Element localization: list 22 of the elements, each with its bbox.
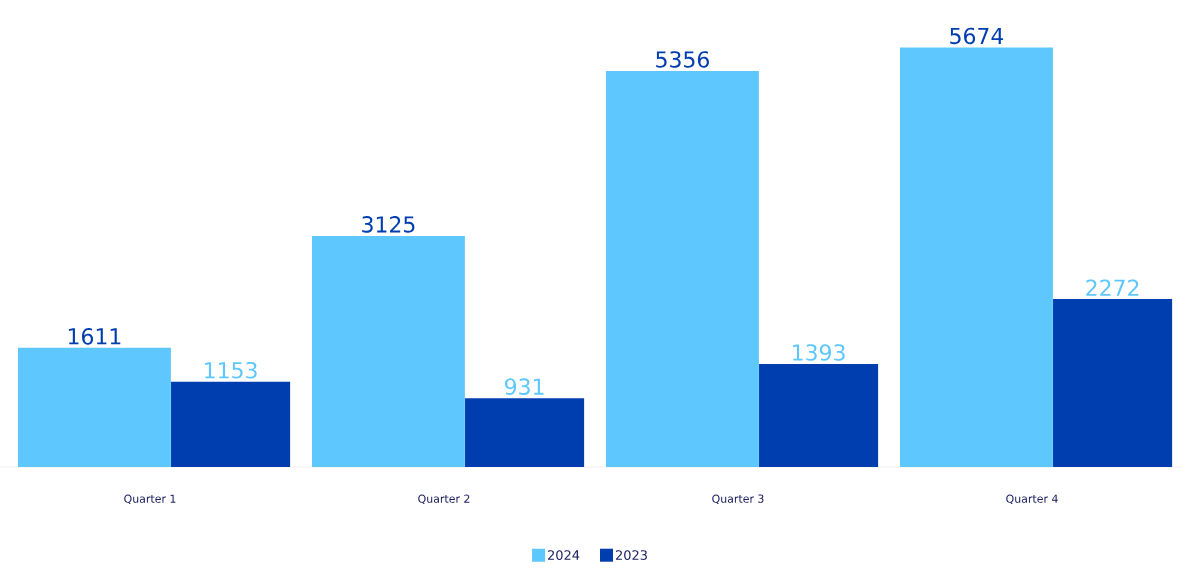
x-tick-label: Quarter 1 xyxy=(124,494,176,505)
legend-label: 2024 xyxy=(548,550,580,560)
data-label: 2272 xyxy=(1086,279,1139,296)
data-label: 931 xyxy=(505,378,544,395)
bar xyxy=(1053,298,1173,467)
bar xyxy=(759,363,879,467)
x-tick-label: Quarter 3 xyxy=(712,494,764,505)
bar xyxy=(18,347,171,467)
data-label: 1393 xyxy=(793,344,845,361)
bar xyxy=(171,381,291,467)
x-tick-label: Quarter 4 xyxy=(1006,494,1058,505)
data-label: 5356 xyxy=(656,51,709,68)
data-label: 1611 xyxy=(68,328,121,345)
bar xyxy=(465,398,585,467)
bar xyxy=(312,235,465,467)
data-label: 5674 xyxy=(950,27,1004,45)
bar xyxy=(606,70,759,467)
data-label: 1153 xyxy=(205,361,257,379)
data-label: 3125 xyxy=(362,216,415,233)
x-tick-label: Quarter 2 xyxy=(418,494,470,505)
legend-label: 2023 xyxy=(615,550,647,560)
bar xyxy=(900,47,1053,467)
